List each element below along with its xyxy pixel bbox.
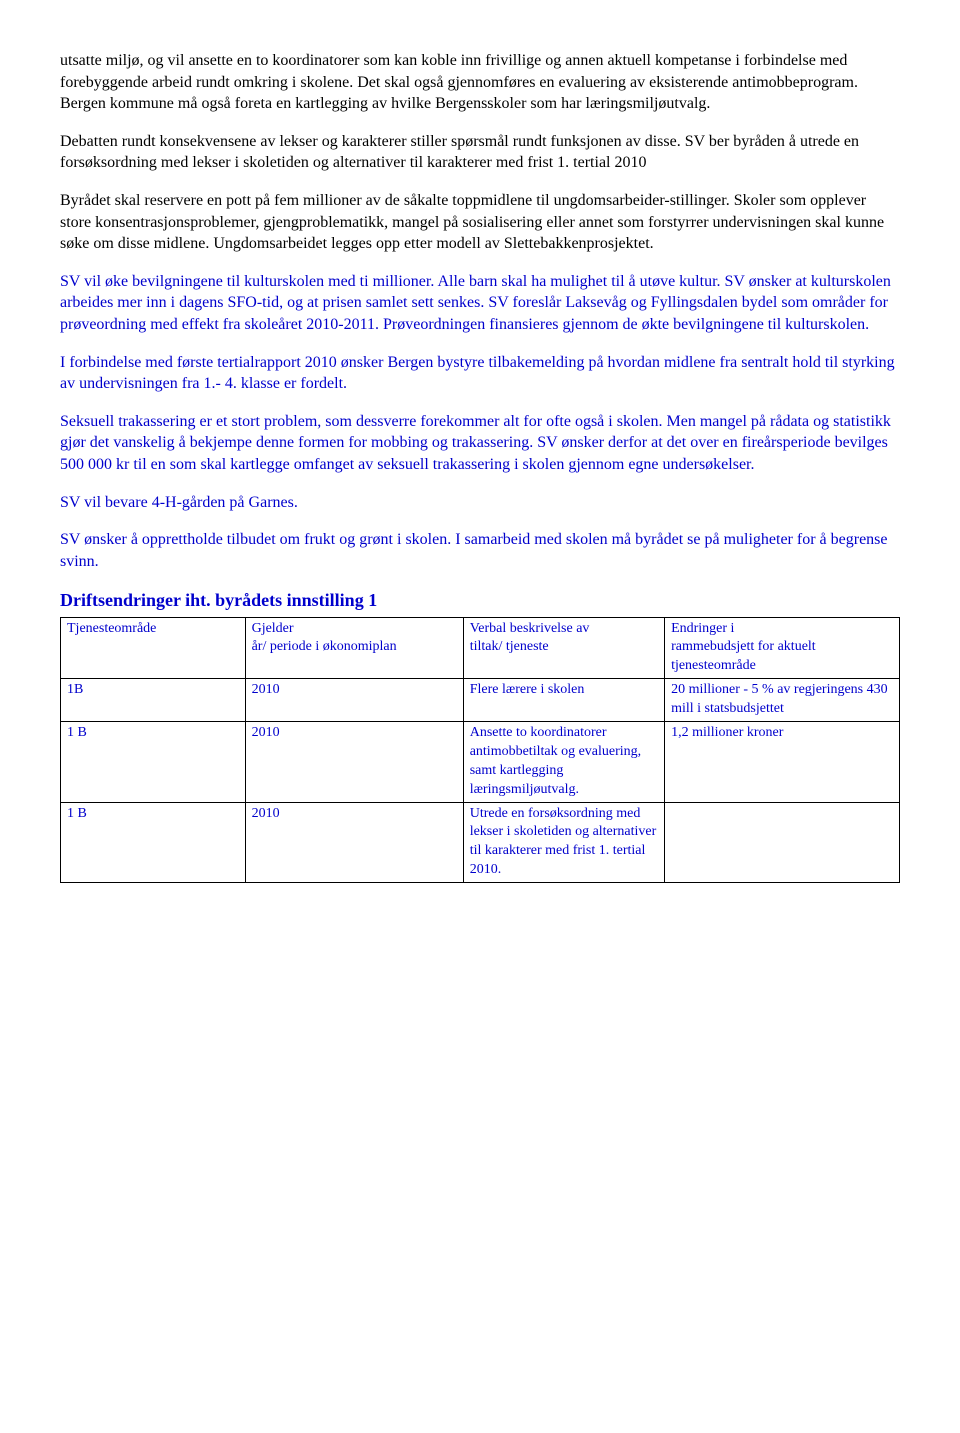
header-c2: Gjelder år/ periode i økonomiplan [245,617,463,679]
paragraph-5: I forbindelse med første tertialrapport … [60,352,900,395]
cell-r1-c3: Ansette to koordinatorer antimobbetiltak… [463,722,664,803]
table-heading: Driftsendringer iht. byrådets innstillin… [60,588,900,612]
p6a-text: Seksuell trakassering er et stort proble… [60,413,891,473]
paragraph-4: SV vil øke bevilgningene til kulturskole… [60,271,900,336]
header-c2a: Gjelder [252,621,294,636]
cell-r2-c3: Utrede en forsøksordning med lekser i sk… [463,802,664,883]
paragraph-1: utsatte miljø, og vil ansette en to koor… [60,50,900,115]
paragraph-3: Byrådet skal reservere en pott på fem mi… [60,190,900,255]
cell-r0-c1: 1B [61,679,246,722]
p1b-text: Bergen kommune må også foreta en kartleg… [60,95,710,112]
paragraph-2: Debatten rundt konsekvensene av lekser o… [60,131,900,174]
cell-r2-c1: 1 B [61,802,246,883]
table-row: 1 B 2010 Utrede en forsøksordning med le… [61,802,900,883]
p1-text: utsatte miljø, og vil ansette en to koor… [60,52,858,91]
cell-r2-c4 [665,802,900,883]
drifts-table: Tjenesteområde Gjelder år/ periode i øko… [60,617,900,884]
paragraph-8: SV ønsker å opprettholde tilbudet om fru… [60,529,900,572]
header-c4: Endringer i rammebudsjett for aktuelt tj… [665,617,900,679]
header-c1: Tjenesteområde [61,617,246,679]
cell-r1-c4: 1,2 millioner kroner [665,722,900,803]
header-c3a: Verbal beskrivelse av [470,621,590,636]
table-header-row: Tjenesteområde Gjelder år/ periode i øko… [61,617,900,679]
header-c2b: år/ periode i økonomiplan [252,639,397,654]
cell-r1-c1: 1 B [61,722,246,803]
header-c3b: tiltak/ tjeneste [470,639,549,654]
header-c4b: rammebudsjett for aktuelt tjenesteområde [671,639,816,673]
cell-r0-c2: 2010 [245,679,463,722]
cell-r0-c3: Flere lærere i skolen [463,679,664,722]
cell-r0-c4: 20 millioner - 5 % av regjeringens 430 m… [665,679,900,722]
cell-r2-c2: 2010 [245,802,463,883]
header-c4a: Endringer i [671,621,734,636]
paragraph-6: Seksuell trakassering er et stort proble… [60,411,900,476]
paragraph-7: SV vil bevare 4-H-gården på Garnes. [60,492,900,514]
table-row: 1B 2010 Flere lærere i skolen 20 million… [61,679,900,722]
cell-r1-c2: 2010 [245,722,463,803]
header-c3: Verbal beskrivelse av tiltak/ tjeneste [463,617,664,679]
table-row: 1 B 2010 Ansette to koordinatorer antimo… [61,722,900,803]
p4a-text: SV vil øke bevilgningene til kulturskole… [60,273,891,333]
